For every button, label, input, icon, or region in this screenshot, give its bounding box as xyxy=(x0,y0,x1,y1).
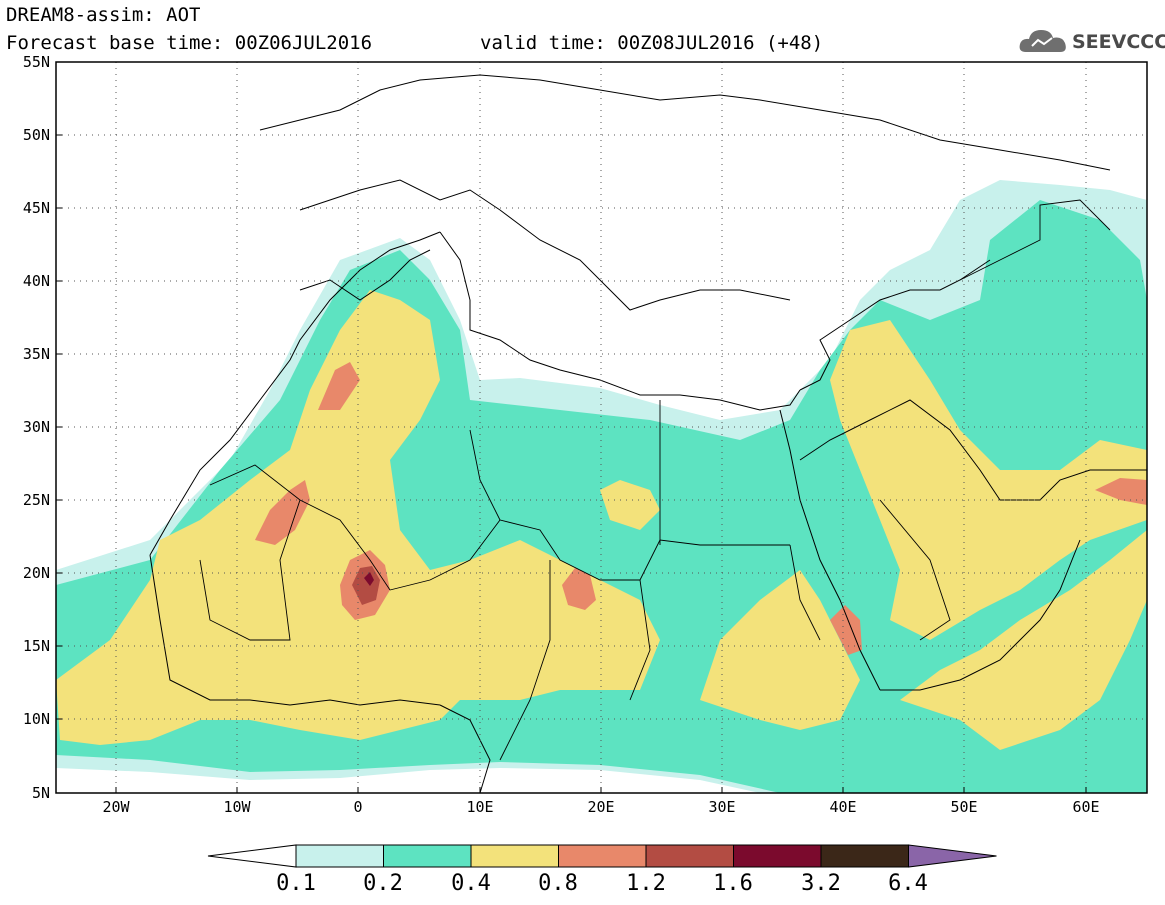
colorbar-label: 0.4 xyxy=(451,871,491,896)
lat-label: 50N xyxy=(23,126,50,144)
aot-level-0-8-c xyxy=(562,568,596,610)
map-title: DREAM8-assim: AOT xyxy=(6,4,201,26)
colorbar-swatch xyxy=(645,844,734,868)
colorbar-over-triangle xyxy=(908,844,997,868)
lon-label: 10W xyxy=(223,798,251,816)
aot-level-1-2 xyxy=(352,566,380,605)
lat-label: 15N xyxy=(23,637,50,655)
latitude-labels: 55N 50N 45N 40N 35N 30N 25N 20N 15N 10N … xyxy=(23,53,50,802)
colorbar-swatch xyxy=(470,844,559,868)
colorbar-swatch xyxy=(295,844,384,868)
forecast-base-time: Forecast base time: 00Z06JUL2016 xyxy=(6,32,373,54)
lat-label: 55N xyxy=(23,53,50,71)
lon-label: 30E xyxy=(708,798,735,816)
colorbar-swatch xyxy=(820,844,909,868)
lat-label: 20N xyxy=(23,564,50,582)
colorbar-label: 3.2 xyxy=(801,871,841,896)
longitude-labels: 20W 10W 0 10E 20E 30E 40E 50E 60E xyxy=(102,798,1099,816)
lon-label: 60E xyxy=(1072,798,1099,816)
colorbar xyxy=(207,844,997,868)
lon-label: 0 xyxy=(353,798,362,816)
colorbar-swatch xyxy=(733,844,822,868)
lat-label: 45N xyxy=(23,199,50,217)
aot-contours xyxy=(56,180,1147,793)
country-borders xyxy=(199,199,1111,761)
cloud-icon xyxy=(1019,30,1066,52)
aot-level-0-8-e xyxy=(830,605,862,655)
aot-level-1-6 xyxy=(364,572,374,586)
colorbar-swatch xyxy=(383,844,472,868)
colorbar-label: 1.6 xyxy=(713,871,753,896)
lon-label: 20E xyxy=(587,798,614,816)
colorbar-swatch xyxy=(558,844,647,868)
aot-level-0-4-west xyxy=(56,290,660,745)
aot-level-0-8-d xyxy=(318,362,360,410)
lat-label: 5N xyxy=(32,784,50,802)
lat-label: 40N xyxy=(23,272,50,290)
lon-label: 50E xyxy=(950,798,977,816)
aot-level-0-8-a xyxy=(255,480,310,545)
lon-label: 40E xyxy=(829,798,856,816)
colorbar-label: 0.1 xyxy=(276,871,316,896)
colorbar-label: 6.4 xyxy=(888,871,928,896)
lat-label: 10N xyxy=(23,710,50,728)
logo-text: SEEVCCC xyxy=(1072,31,1165,53)
valid-time: valid time: 00Z08JUL2016 (+48) xyxy=(480,32,824,54)
colorbar-label: 1.2 xyxy=(626,871,666,896)
lat-label: 35N xyxy=(23,345,50,363)
colorbar-label: 0.8 xyxy=(538,871,578,896)
aot-level-0-8-f xyxy=(1095,478,1147,505)
aot-level-0-4-egypt xyxy=(600,480,660,530)
aot-level-0-4-arabia xyxy=(830,320,1147,750)
lat-label: 30N xyxy=(23,418,50,436)
colorbar-under-triangle xyxy=(207,844,297,868)
axis-ticks xyxy=(56,61,1087,794)
lat-label: 25N xyxy=(23,491,50,509)
seevccc-logo: SEEVCCC xyxy=(1018,26,1165,56)
aot-level-0-4-sahel xyxy=(700,570,860,730)
lon-label: 10E xyxy=(466,798,493,816)
colorbar-label: 0.2 xyxy=(363,871,403,896)
lon-label: 20W xyxy=(102,798,130,816)
